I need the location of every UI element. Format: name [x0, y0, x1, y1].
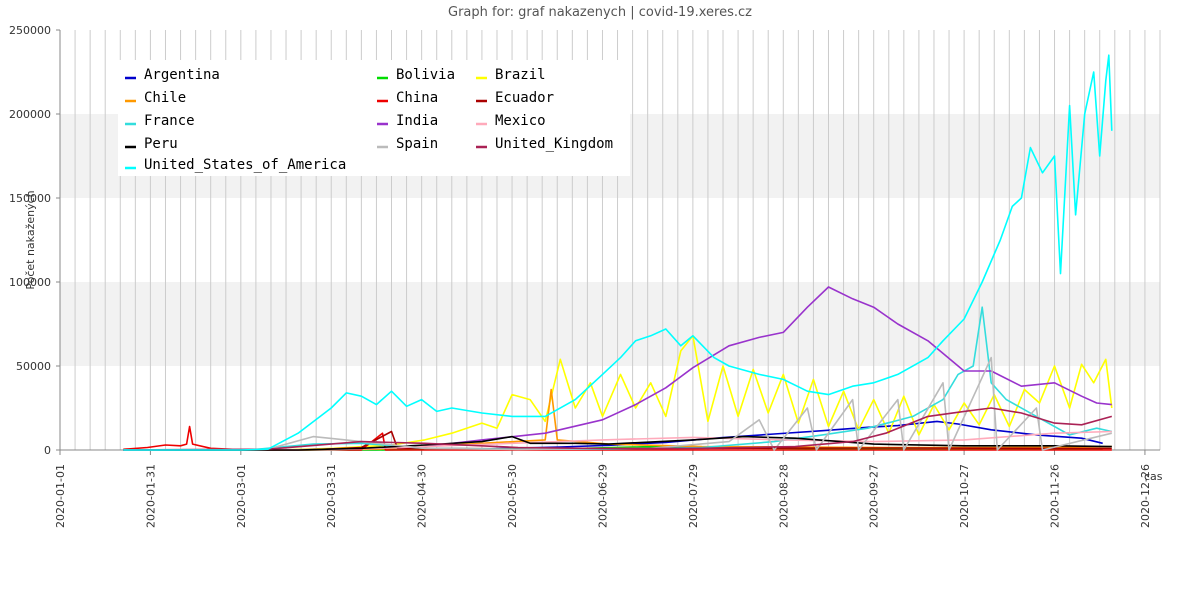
y-axis-label: Počet nakažených [24, 190, 37, 289]
y-tick-label: 250000 [9, 24, 51, 37]
legend-label: United_Kingdom [495, 136, 613, 152]
legend-label: France [144, 113, 195, 129]
x-tick-label: 2020-05-30 [506, 464, 519, 528]
x-tick-label: 2020-01-31 [144, 464, 157, 528]
legend-label: Peru [144, 136, 178, 152]
y-tick-label: 50000 [16, 360, 51, 373]
x-tick-label: 2020-08-28 [777, 464, 790, 528]
x-tick-label: 2020-01-01 [54, 464, 67, 528]
legend-label: India [396, 113, 438, 129]
legend-label: Bolivia [396, 67, 455, 83]
series-line-mexico [123, 430, 1112, 451]
legend-label: Brazil [495, 67, 546, 83]
y-tick-label: 200000 [9, 108, 51, 121]
y-tick-label: 0 [44, 444, 51, 457]
legend-label: China [396, 90, 438, 106]
x-tick-label: 2020-07-29 [687, 464, 700, 528]
series-line-united-kingdom [123, 407, 1113, 451]
legend-label: Chile [144, 90, 186, 106]
x-axis-label: cas [1144, 470, 1163, 483]
y-tick-label: 100000 [9, 276, 51, 289]
x-tick-label: 2020-04-30 [416, 464, 429, 528]
legend-box [118, 60, 630, 176]
series-line-peru [123, 435, 1112, 451]
series-line-india [123, 286, 1112, 451]
band [60, 282, 1160, 366]
series-line-france [123, 306, 1112, 451]
series-line-united-states-of-america [123, 54, 1113, 451]
x-tick-label: 2020-11-26 [1049, 464, 1062, 528]
y-tick-label: 150000 [9, 192, 51, 205]
series-line-spain [123, 356, 1112, 451]
x-tick-label: 2020-09-27 [868, 464, 881, 528]
chart-title: Graph for: graf nakazenych | covid-19.xe… [448, 5, 752, 20]
x-tick-label: 2020-12-26 [1139, 464, 1152, 528]
series-line-brazil [123, 334, 1113, 451]
x-tick-label: 2020-10-27 [958, 464, 971, 528]
series-lines [123, 54, 1113, 451]
legend: Argentina Bolivia Brazil Chile China Ecuador F… [118, 60, 630, 176]
x-tick-label: 2020-03-01 [235, 464, 248, 528]
x-tick-label: 2020-06-29 [596, 464, 609, 528]
axes: 0 50000 100000 150000 200000 250000 2020-01-01… [9, 24, 1160, 528]
legend-label: Ecuador [495, 90, 554, 106]
legend-label: Mexico [495, 113, 546, 129]
x-tick-label: 2020-03-31 [325, 464, 338, 528]
legend-label: Argentina [144, 67, 220, 83]
legend-label: Spain [396, 136, 438, 152]
legend-label: United_States_of_America [144, 157, 346, 173]
